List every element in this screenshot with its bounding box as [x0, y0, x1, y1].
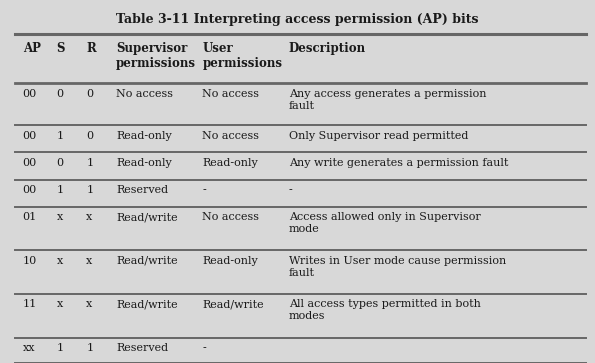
Text: 01: 01	[23, 212, 37, 223]
Text: 00: 00	[23, 185, 37, 195]
Text: 1: 1	[57, 131, 64, 141]
Text: Read-only: Read-only	[202, 158, 258, 168]
Text: 0: 0	[57, 158, 64, 168]
Text: Read/write: Read/write	[202, 299, 264, 310]
Text: x: x	[86, 299, 93, 310]
Text: Any write generates a permission fault: Any write generates a permission fault	[289, 158, 508, 168]
Text: 1: 1	[86, 185, 93, 195]
Text: -: -	[289, 185, 292, 195]
Text: S: S	[57, 42, 65, 55]
Text: xx: xx	[23, 343, 35, 353]
Text: Any access generates a permission
fault: Any access generates a permission fault	[289, 89, 486, 111]
Text: No access: No access	[202, 131, 259, 141]
Text: Description: Description	[289, 42, 366, 55]
Text: 0: 0	[57, 89, 64, 99]
Text: Read/write: Read/write	[116, 256, 178, 266]
Text: Only Supervisor read permitted: Only Supervisor read permitted	[289, 131, 468, 141]
Text: 11: 11	[23, 299, 37, 310]
Text: AP: AP	[23, 42, 40, 55]
Text: x: x	[57, 212, 63, 223]
Text: -: -	[202, 185, 206, 195]
Text: 0: 0	[86, 89, 93, 99]
Text: R: R	[86, 42, 96, 55]
Text: Reserved: Reserved	[116, 185, 168, 195]
Text: 1: 1	[57, 343, 64, 353]
Text: 1: 1	[57, 185, 64, 195]
Text: x: x	[86, 212, 93, 223]
Text: No access: No access	[202, 89, 259, 99]
Text: User
permissions: User permissions	[202, 42, 282, 70]
Text: Reserved: Reserved	[116, 343, 168, 353]
Text: x: x	[57, 256, 63, 266]
Text: Writes in User mode cause permission
fault: Writes in User mode cause permission fau…	[289, 256, 506, 278]
Text: x: x	[86, 256, 93, 266]
Text: Read/write: Read/write	[116, 212, 178, 223]
Text: 1: 1	[86, 158, 93, 168]
Text: -: -	[202, 343, 206, 353]
Text: No access: No access	[202, 212, 259, 223]
Text: 00: 00	[23, 158, 37, 168]
Text: 1: 1	[86, 343, 93, 353]
Text: 00: 00	[23, 89, 37, 99]
Text: No access: No access	[116, 89, 173, 99]
Text: Read/write: Read/write	[116, 299, 178, 310]
Text: All access types permitted in both
modes: All access types permitted in both modes	[289, 299, 480, 322]
Text: 00: 00	[23, 131, 37, 141]
Text: x: x	[57, 299, 63, 310]
Text: Access allowed only in Supervisor
mode: Access allowed only in Supervisor mode	[289, 212, 480, 234]
Text: 10: 10	[23, 256, 37, 266]
Text: Read-only: Read-only	[116, 131, 172, 141]
Text: Read-only: Read-only	[116, 158, 172, 168]
Text: Read-only: Read-only	[202, 256, 258, 266]
Text: 0: 0	[86, 131, 93, 141]
Text: Supervisor
permissions: Supervisor permissions	[116, 42, 196, 70]
Text: Table 3-11 Interpreting access permission (AP) bits: Table 3-11 Interpreting access permissio…	[116, 13, 479, 26]
